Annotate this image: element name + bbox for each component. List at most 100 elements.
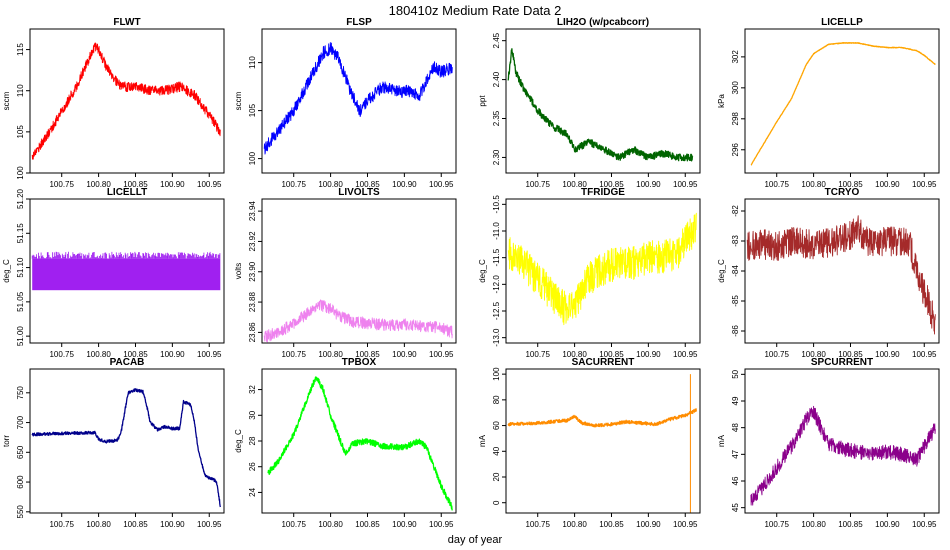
plot-area — [507, 374, 697, 513]
x-tick-label: 100.75 — [49, 520, 74, 529]
x-tick-label: 100.90 — [875, 180, 900, 189]
panel-title: FLWT — [113, 17, 140, 28]
y-tick-label: -12.0 — [492, 275, 501, 294]
y-tick-label: 45 — [731, 503, 740, 512]
y-tick-label: -86 — [731, 325, 740, 337]
plot-area — [750, 405, 936, 506]
panel-title: FLSP — [346, 17, 372, 28]
y-tick-label: 51.00 — [16, 326, 25, 347]
y-tick-label: 46 — [731, 476, 740, 485]
x-tick-label: 100.80 — [86, 350, 111, 359]
y-tick-label: 296 — [731, 143, 740, 157]
y-tick-label: 550 — [16, 505, 25, 519]
x-tick-label: 100.75 — [764, 180, 789, 189]
y-tick-label: 32 — [248, 385, 257, 394]
panel-tfridge: TFRIDGE 100.75 100.80 100.85 100.90 100.95 -13… — [478, 187, 701, 359]
y-tick-label: 2.35 — [492, 110, 501, 126]
series-line — [267, 376, 453, 511]
y-tick-label: 23.86 — [248, 322, 257, 343]
plot-area — [507, 212, 697, 326]
y-tick-label: 2.45 — [492, 32, 501, 48]
x-tick-label: 100.95 — [673, 180, 698, 189]
y-tick-label: 28 — [248, 436, 257, 445]
plot-area — [267, 376, 453, 511]
plot-area — [746, 215, 936, 335]
y-axis-label: deg_C — [2, 259, 11, 283]
y-tick-label: 100 — [248, 151, 257, 165]
y-tick-label: 650 — [16, 445, 25, 459]
x-tick-label: 100.85 — [838, 180, 863, 189]
x-tick-label: 100.80 — [318, 520, 343, 529]
x-tick-label: 100.75 — [281, 350, 306, 359]
panel-flwt: FLWT 100.75 100.80 100.85 100.90 100.95 100 105… — [2, 17, 225, 189]
y-tick-label: 2.40 — [492, 71, 501, 87]
x-tick-label: 100.95 — [197, 520, 222, 529]
y-axis-label: sccm — [234, 91, 243, 110]
plot-frame — [29, 368, 225, 514]
x-tick-label: 100.80 — [562, 180, 587, 189]
y-tick-label: 302 — [731, 50, 740, 64]
y-axis-label: deg_C — [478, 259, 487, 283]
plot-area — [31, 388, 221, 508]
y-tick-label: -85 — [731, 295, 740, 307]
y-axis-label: deg_C — [234, 429, 243, 453]
x-tick-label: 100.85 — [599, 180, 624, 189]
panel-flsp: FLSP 100.75 100.80 100.85 100.90 100.95 100 105… — [234, 17, 457, 189]
plot-area — [263, 299, 453, 343]
y-tick-label: 300 — [731, 81, 740, 95]
y-tick-label: 23.92 — [248, 231, 257, 252]
x-tick-label: 100.90 — [392, 180, 417, 189]
y-axis-label: deg_C — [717, 259, 726, 283]
y-tick-label: -12.5 — [492, 301, 501, 320]
x-tick-label: 100.85 — [599, 350, 624, 359]
y-axis-label: mA — [717, 434, 726, 447]
x-tick-label: 100.90 — [875, 520, 900, 529]
plot-frame — [29, 198, 225, 344]
series-line — [507, 212, 697, 326]
x-tick-label: 100.85 — [838, 520, 863, 529]
y-tick-label: 105 — [16, 125, 25, 139]
plot-frame — [744, 28, 940, 174]
plot-area — [263, 42, 453, 155]
y-tick-label: 51.20 — [16, 188, 25, 209]
x-tick-label: 100.95 — [912, 520, 937, 529]
x-tick-label: 100.80 — [562, 350, 587, 359]
x-tick-label: 100.95 — [197, 350, 222, 359]
y-tick-label: 60 — [492, 421, 501, 430]
x-tick-label: 100.80 — [86, 180, 111, 189]
x-tick-label: 100.75 — [525, 520, 550, 529]
plot-frame — [29, 28, 225, 174]
x-tick-label: 100.80 — [318, 180, 343, 189]
y-tick-label: 40 — [492, 446, 501, 455]
x-tick-label: 100.90 — [392, 350, 417, 359]
plot-area — [750, 41, 936, 166]
y-tick-label: 51.10 — [16, 257, 25, 278]
x-tick-label: 100.95 — [429, 520, 454, 529]
panel-tpbox: TPBOX 100.75 100.80 100.85 100.90 100.95 24 26 2… — [234, 357, 457, 529]
y-axis-label: sccm — [2, 91, 11, 110]
plot-area — [31, 42, 221, 160]
y-tick-label: 80 — [492, 395, 501, 404]
x-tick-label: 100.90 — [392, 520, 417, 529]
y-tick-label: 50 — [731, 369, 740, 378]
x-tick-label: 100.90 — [160, 520, 185, 529]
y-axis-label: kPa — [717, 94, 726, 108]
series-line — [750, 405, 936, 506]
x-tick-label: 100.85 — [838, 350, 863, 359]
y-tick-label: 0 — [492, 500, 501, 505]
y-tick-label: -82 — [731, 205, 740, 217]
plot-frame — [744, 368, 940, 514]
y-tick-label: 110 — [248, 56, 257, 69]
x-tick-label: 100.85 — [355, 520, 380, 529]
plot-frame — [505, 368, 701, 514]
y-tick-label: 23.94 — [248, 201, 257, 222]
y-tick-label: 24 — [248, 487, 257, 496]
y-tick-label: 47 — [731, 449, 740, 458]
plot-frame — [505, 28, 701, 174]
panel-title: SACURRENT — [572, 357, 635, 368]
plot-area — [507, 48, 694, 162]
y-tick-label: 100 — [492, 367, 501, 381]
panel-grid: FLWT 100.75 100.80 100.85 100.90 100.95 100 105… — [2, 17, 940, 529]
panel-title: TPBOX — [342, 357, 377, 368]
